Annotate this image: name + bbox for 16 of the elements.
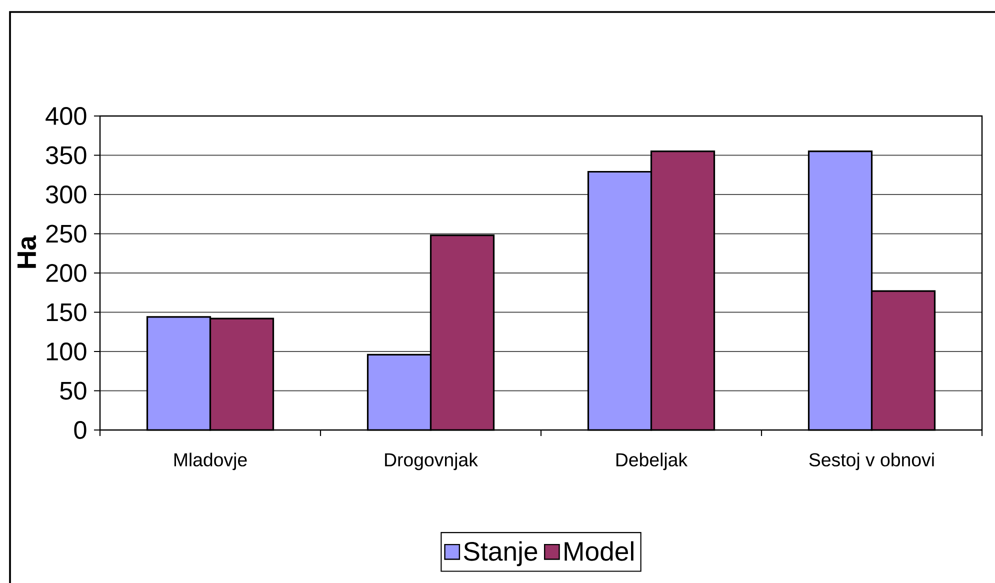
y-axis-title: Ha (18, 235, 36, 268)
y-tick-label: 50 (60, 382, 86, 400)
y-tick-label: 0 (74, 421, 86, 439)
x-tick-label: Mladovje (174, 452, 247, 470)
y-tick-label: 350 (46, 146, 86, 164)
y-tick-label: 100 (46, 342, 86, 360)
x-tick-label: Drogovnjak (385, 452, 478, 470)
y-tick-label: 250 (46, 224, 86, 243)
x-tick-label: Debeljak (616, 452, 688, 470)
y-tick-label: 200 (46, 264, 86, 282)
y-tick-label: 400 (46, 107, 86, 125)
legend-label: Stanje (464, 541, 538, 566)
y-tick-label: 300 (46, 186, 86, 204)
y-tick-label: 150 (46, 303, 86, 322)
legend-label: Model (564, 541, 634, 561)
x-tick-label: Sestoj v obnovi (809, 452, 934, 470)
